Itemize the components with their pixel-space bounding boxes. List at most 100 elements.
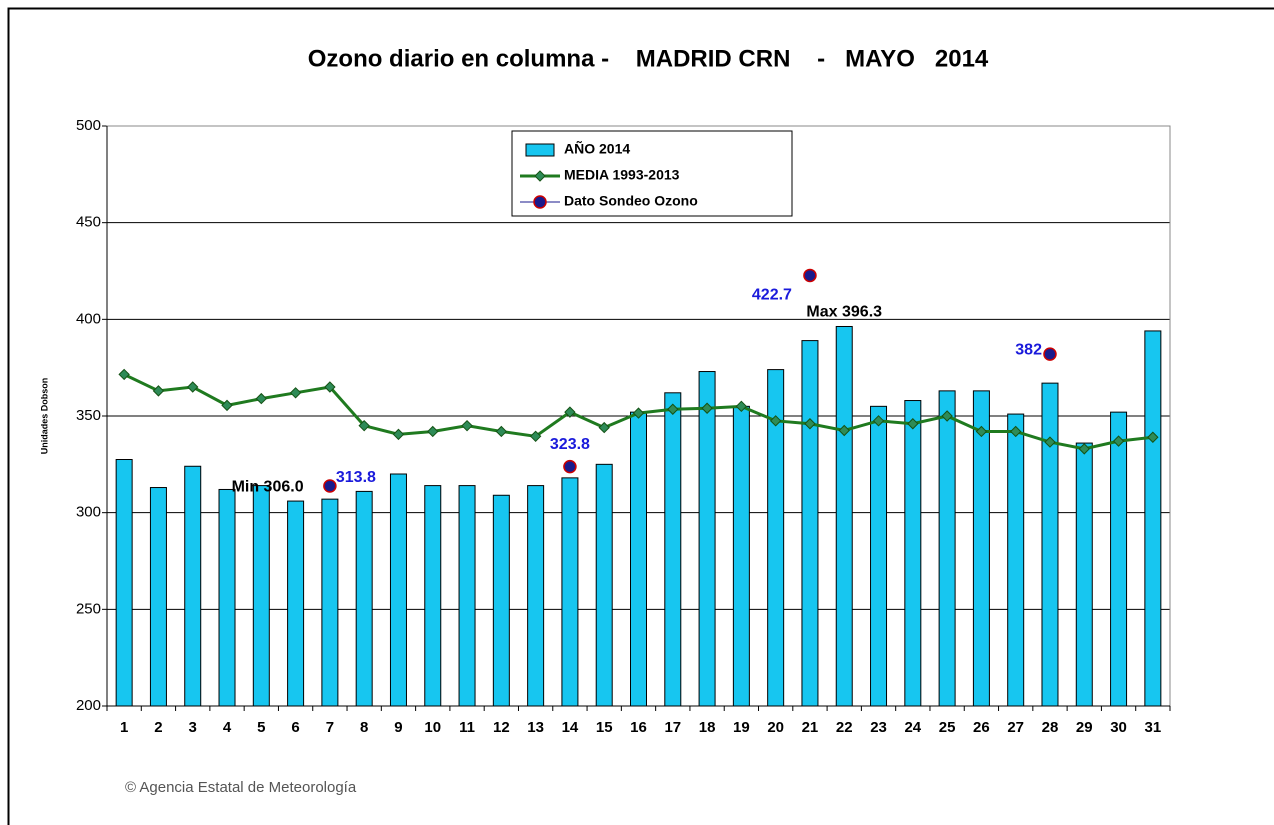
x-tick-label: 8 [360, 719, 368, 736]
annotation: Max 396.3 [806, 304, 882, 321]
y-tick-label: 200 [76, 697, 101, 714]
bar [870, 405, 888, 707]
source: © Agencia Estatal de Meteorología [125, 779, 357, 796]
bar [972, 390, 990, 707]
x-tick-label: 13 [527, 719, 544, 736]
bar [355, 490, 373, 707]
bar [527, 485, 545, 707]
legend-label: MEDIA 1993-2013 [564, 167, 680, 183]
bar [389, 473, 407, 707]
x-tick-label: 23 [870, 719, 887, 736]
bar [630, 411, 647, 707]
marker [461, 419, 473, 432]
y-tick-label: 350 [76, 407, 101, 424]
bar [664, 392, 682, 707]
bar [595, 463, 613, 707]
legend-swatch [534, 170, 546, 182]
x-tick-label: 25 [939, 719, 956, 736]
bar [287, 500, 305, 707]
marker [529, 430, 542, 443]
bar [492, 494, 510, 707]
bar [424, 485, 442, 707]
marker [255, 392, 268, 405]
marker [701, 402, 713, 414]
y-tick-label: 400 [76, 310, 101, 327]
bar [321, 498, 339, 707]
legend-swatch [533, 195, 547, 209]
marker [941, 410, 953, 422]
point [1043, 347, 1057, 361]
x-tick-label: 5 [257, 719, 265, 736]
x-tick-label: 22 [836, 719, 853, 736]
marker [632, 407, 645, 419]
bar [1075, 442, 1093, 707]
x-tick-label: 1 [120, 719, 128, 736]
x-tick-label: 6 [291, 719, 299, 736]
marker [187, 381, 199, 393]
marker [872, 415, 885, 427]
point [803, 268, 817, 283]
x-tick-label: 26 [973, 719, 990, 736]
x-tick-label: 24 [904, 719, 921, 736]
marker [838, 424, 850, 437]
bar [115, 459, 133, 707]
marker [804, 418, 816, 430]
x-tick-label: 31 [1145, 719, 1162, 736]
legend-label: Dato Sondeo Ozono [564, 193, 698, 209]
bar [458, 485, 476, 707]
legend-label: AÑO 2014 [564, 140, 630, 157]
bar [732, 405, 750, 707]
x-tick-label: 19 [733, 719, 750, 736]
x-tick-label: 9 [394, 719, 402, 736]
y-tick-label: 500 [76, 117, 101, 134]
x-tick-label: 27 [1007, 719, 1024, 736]
annotation: Min 306.0 [232, 478, 304, 495]
marker [1078, 443, 1090, 455]
marker [289, 387, 302, 399]
y-axis-label: Unidades Dobson [39, 378, 49, 455]
x-tick-label: 17 [664, 719, 681, 736]
bar [218, 488, 236, 707]
marker [221, 399, 233, 412]
y-tick-label: 300 [76, 504, 101, 521]
x-tick-label: 15 [596, 719, 613, 736]
marker [392, 428, 405, 441]
marker [358, 419, 370, 432]
x-tick-label: 2 [154, 719, 162, 736]
bar [698, 371, 716, 707]
bar [904, 400, 922, 707]
bar [1110, 411, 1128, 707]
marker [598, 421, 610, 434]
marker [152, 385, 165, 397]
bar [561, 477, 579, 707]
bar [184, 465, 202, 707]
bar [1041, 382, 1059, 707]
x-tick-label: 20 [767, 719, 784, 736]
marker [667, 403, 679, 415]
x-tick-label: 18 [699, 719, 716, 736]
point [323, 479, 337, 493]
marker [495, 425, 508, 438]
x-tick-label: 4 [223, 719, 232, 736]
x-tick-label: 7 [326, 719, 334, 736]
marker [1147, 431, 1159, 443]
bar [252, 485, 270, 707]
x-tick-label: 28 [1042, 719, 1059, 736]
x-tick-label: 10 [424, 719, 441, 736]
x-tick-label: 21 [802, 719, 819, 736]
x-tick-label: 16 [630, 719, 647, 736]
marker [1112, 435, 1125, 447]
marker [907, 418, 919, 430]
marker [427, 425, 439, 438]
bar [1144, 330, 1162, 707]
x-tick-label: 14 [562, 719, 579, 736]
bar [149, 487, 167, 707]
bar [801, 340, 819, 707]
marker [1009, 425, 1022, 438]
bar [938, 390, 956, 707]
bar [767, 369, 785, 707]
marker [769, 415, 782, 427]
x-tick-label: 12 [493, 719, 510, 736]
x-tick-label: 11 [459, 719, 475, 736]
